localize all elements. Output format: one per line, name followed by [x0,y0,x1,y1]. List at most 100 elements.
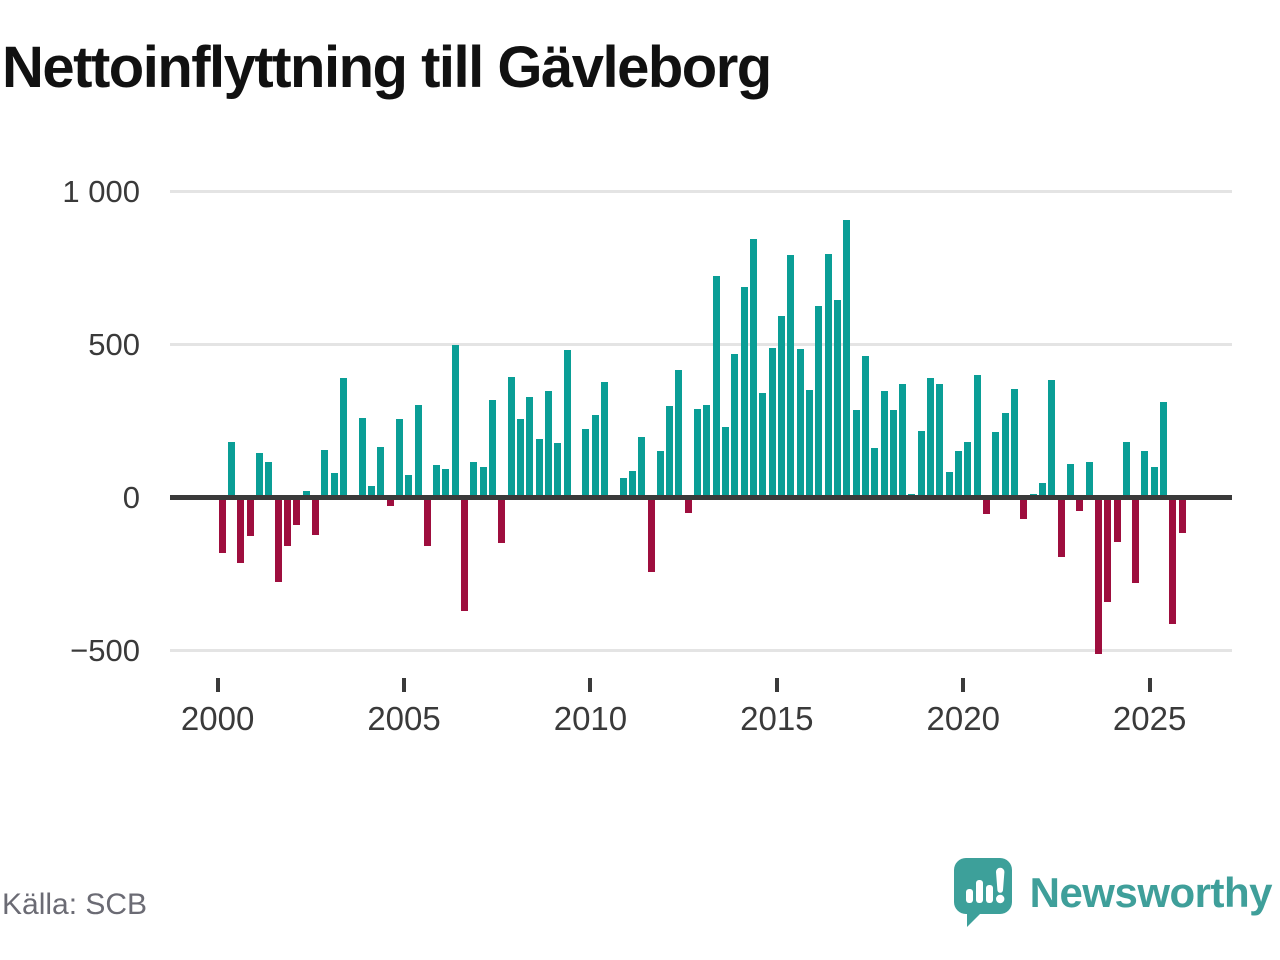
bar [1132,497,1140,584]
x-tick-label: 2015 [740,700,814,737]
bar [843,220,851,498]
bar [386,497,394,507]
bar [284,497,292,546]
bar [703,405,711,498]
bar [768,348,776,498]
bar [1085,462,1093,498]
bar [824,253,832,498]
bar [507,376,515,498]
bar [526,397,534,498]
bar [722,426,730,498]
bar [750,238,758,498]
bar [377,447,385,498]
bar [731,353,739,498]
bar [1169,497,1177,624]
bar [675,370,683,498]
bar [638,436,646,498]
bar [992,432,1000,498]
bar [367,486,375,498]
bar [470,462,478,498]
bar [517,418,525,498]
chart-title: Nettoinflyttning till Gävleborg [2,35,772,100]
bar [936,383,944,498]
bar [293,497,301,526]
bar [330,472,338,498]
bar [647,497,655,573]
bar [414,405,422,498]
bar [712,276,720,498]
bar [433,465,441,498]
bar [1141,450,1149,498]
bar [964,441,972,498]
bar [1001,413,1009,498]
bar [1122,442,1130,498]
x-tick-label: 2005 [367,700,441,737]
x-tick-label: 2020 [926,700,1000,737]
bar [1011,388,1018,498]
bar [535,439,543,498]
bar [880,391,888,498]
bar [787,254,795,498]
bar [628,471,636,498]
bar [256,452,264,498]
newsworthy-brand-text: Newsworthy [1029,869,1273,916]
bar [917,430,925,498]
bar [1178,497,1186,533]
y-tick-label: 1 000 [62,173,140,209]
y-tick-label: 500 [88,326,140,362]
x-tick-label: 2000 [180,700,255,737]
bar [945,472,953,498]
bar [656,450,664,498]
x-tick-mark [588,678,593,692]
x-tick-mark [774,678,779,692]
bar [498,497,506,543]
bar [321,450,329,498]
bar [1066,464,1074,498]
x-tick-mark [1147,678,1152,692]
x-tick-mark [215,678,220,692]
bar [246,497,254,537]
bar [899,383,907,498]
gridline [170,190,1232,193]
bar [759,393,767,498]
bar [1113,497,1121,543]
bar [274,497,282,582]
bar [423,497,431,547]
bar [1048,379,1056,498]
bar [582,429,590,498]
bar [339,378,347,498]
bar [1160,402,1168,498]
bar [778,315,785,498]
bar [1094,497,1102,654]
bar [1057,497,1065,558]
bar [395,419,403,498]
x-tick-mark [402,678,407,692]
bar [563,350,571,498]
bar [228,442,236,498]
bar [815,305,823,498]
bar [405,475,413,498]
bar [740,287,748,498]
bar [218,497,226,554]
bar [1038,482,1046,498]
bar [1076,497,1084,511]
bar [871,448,879,498]
x-tick-label: 2010 [553,700,628,737]
bar [666,405,674,498]
newsworthy-logo-icon [953,858,1012,927]
bar [694,409,702,498]
bar [619,477,627,498]
bar [796,348,804,498]
bar [973,375,981,498]
bar [1104,497,1112,602]
bar [805,390,813,498]
bar [442,469,450,498]
bar [302,491,310,498]
source-note: Källa: SCB [2,888,148,921]
bar [852,409,860,498]
newsworthy-brand: Newsworthy [953,858,1273,928]
x-tick-label: 2025 [1112,700,1187,737]
x-tick-mark [961,678,966,692]
bar [265,461,273,498]
